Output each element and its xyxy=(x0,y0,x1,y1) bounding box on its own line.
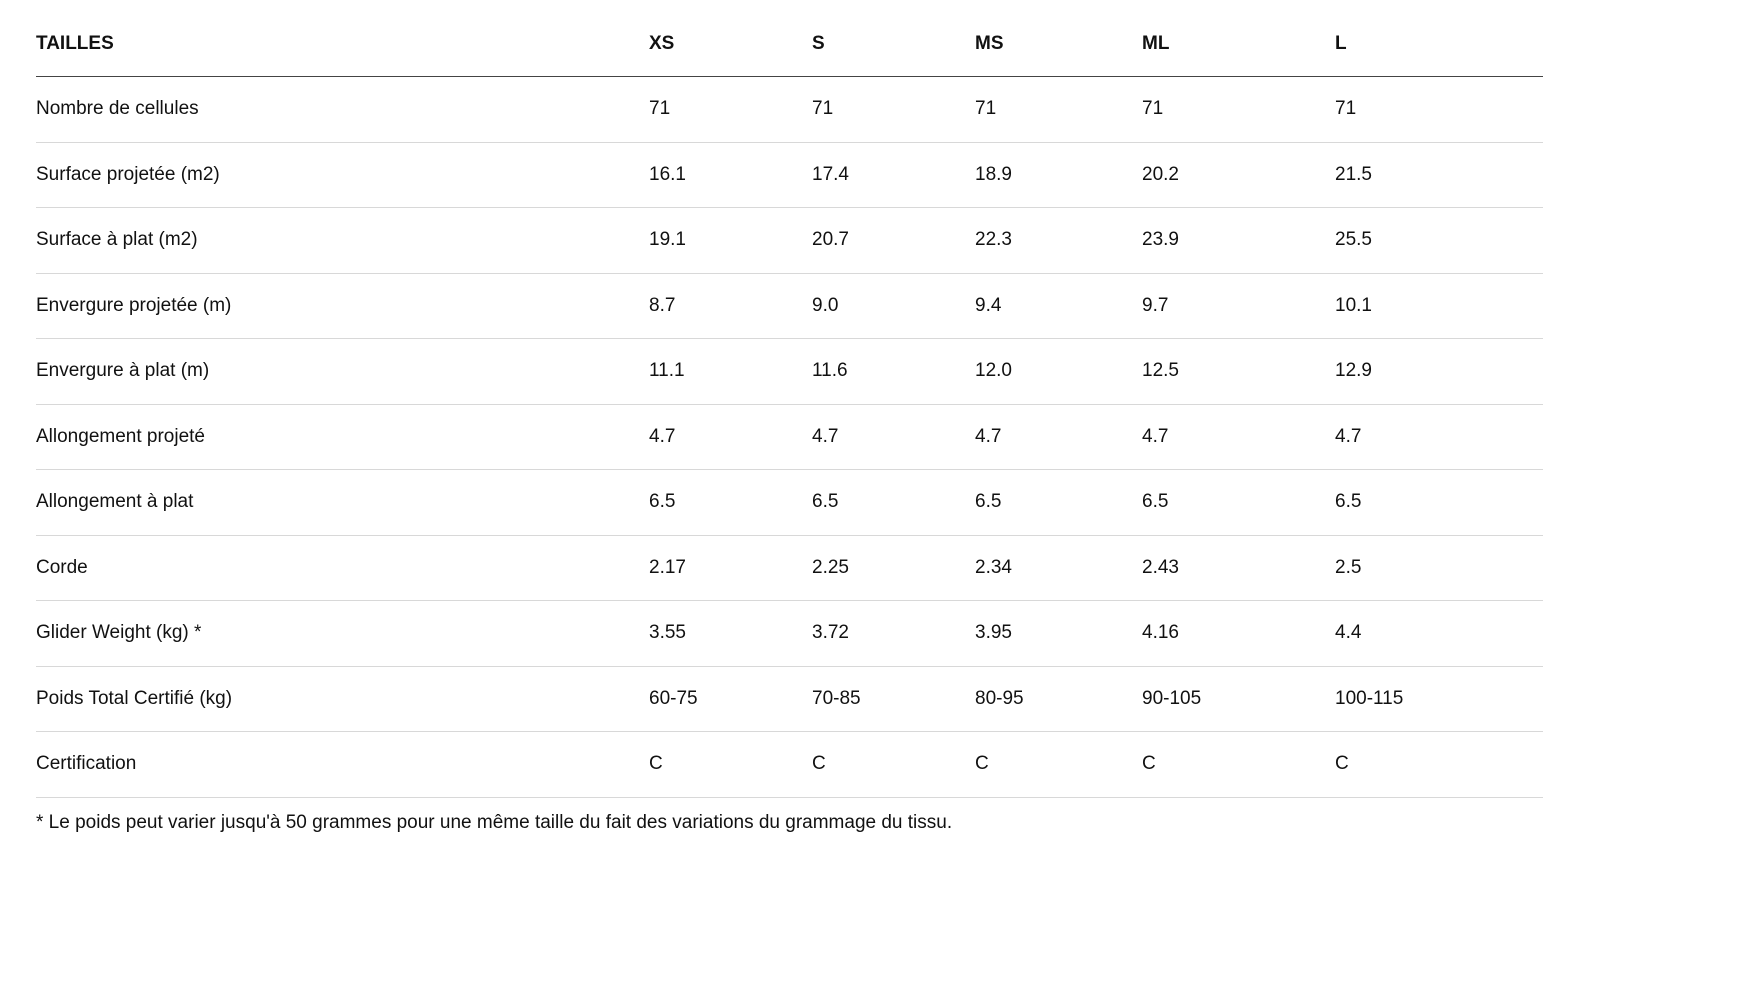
header-cell: TAILLES xyxy=(36,12,649,77)
value-cell: 2.43 xyxy=(1142,535,1335,601)
table-row: Nombre de cellules 71 71 71 71 71 xyxy=(36,76,1543,143)
label-cell: Certification xyxy=(36,731,649,798)
value-cell: 70-85 xyxy=(812,666,975,732)
value-cell: 4.7 xyxy=(1335,404,1543,470)
value-cell: 9.4 xyxy=(975,273,1142,339)
value-cell: 2.17 xyxy=(649,535,812,601)
value-cell: 71 xyxy=(975,76,1142,143)
table-row: Surface projetée (m2) 16.1 17.4 18.9 20.2 21.… xyxy=(36,142,1543,208)
value-cell: 2.25 xyxy=(812,535,975,601)
value-cell: 6.5 xyxy=(1142,469,1335,536)
value-cell: 71 xyxy=(1142,76,1335,143)
value-cell: 2.34 xyxy=(975,535,1142,601)
value-cell: C xyxy=(975,731,1142,798)
table-row: Certification C C C C C xyxy=(36,731,1543,798)
value-cell: 60-75 xyxy=(649,666,812,732)
value-cell: 100-115 xyxy=(1335,666,1543,732)
value-cell: 4.4 xyxy=(1335,600,1543,667)
value-cell: 25.5 xyxy=(1335,207,1543,274)
value-cell: 21.5 xyxy=(1335,142,1543,208)
table-row: Envergure à plat (m) 11.1 11.6 12.0 12.5 12.9 xyxy=(36,338,1543,405)
label-cell: Allongement à plat xyxy=(36,469,649,536)
value-cell: 17.4 xyxy=(812,142,975,208)
value-cell: 20.7 xyxy=(812,207,975,274)
label-cell: Envergure projetée (m) xyxy=(36,273,649,339)
table-row: Corde 2.17 2.25 2.34 2.43 2.5 xyxy=(36,535,1543,601)
value-cell: 3.55 xyxy=(649,600,812,667)
value-cell: C xyxy=(812,731,975,798)
header-cell: ML xyxy=(1142,12,1335,77)
header-cell: XS xyxy=(649,12,812,77)
label-cell: Allongement projeté xyxy=(36,404,649,470)
value-cell: C xyxy=(649,731,812,798)
value-cell: 3.72 xyxy=(812,600,975,667)
header-cell: MS xyxy=(975,12,1142,77)
value-cell: 23.9 xyxy=(1142,207,1335,274)
value-cell: 80-95 xyxy=(975,666,1142,732)
label-cell: Corde xyxy=(36,535,649,601)
value-cell: 22.3 xyxy=(975,207,1142,274)
value-cell: 4.7 xyxy=(975,404,1142,470)
value-cell: 2.5 xyxy=(1335,535,1543,601)
value-cell: 6.5 xyxy=(812,469,975,536)
value-cell: 10.1 xyxy=(1335,273,1543,339)
table-row: Envergure projetée (m) 8.7 9.0 9.4 9.7 10.1 xyxy=(36,273,1543,339)
header-row: TAILLES XS S MS ML L xyxy=(36,12,1543,77)
value-cell: 12.5 xyxy=(1142,338,1335,405)
value-cell: 71 xyxy=(812,76,975,143)
label-cell: Nombre de cellules xyxy=(36,76,649,143)
value-cell: 11.1 xyxy=(649,338,812,405)
value-cell: 4.7 xyxy=(1142,404,1335,470)
table-body: Nombre de cellules 71 71 71 71 71 Surface proj… xyxy=(36,76,1543,798)
value-cell: 9.0 xyxy=(812,273,975,339)
value-cell: 3.95 xyxy=(975,600,1142,667)
value-cell: 4.7 xyxy=(812,404,975,470)
value-cell: 18.9 xyxy=(975,142,1142,208)
table-row: Surface à plat (m2) 19.1 20.7 22.3 23.9 25.5 xyxy=(36,207,1543,274)
value-cell: 6.5 xyxy=(649,469,812,536)
size-table: TAILLES XS S MS ML L Nombre de cellules 71 71 71… xyxy=(36,12,1543,798)
value-cell: 4.7 xyxy=(649,404,812,470)
value-cell: 90-105 xyxy=(1142,666,1335,732)
value-cell: 71 xyxy=(1335,76,1543,143)
value-cell: 71 xyxy=(649,76,812,143)
table-row: Poids Total Certifié (kg) 60-75 70-85 80-95… xyxy=(36,666,1543,732)
value-cell: 20.2 xyxy=(1142,142,1335,208)
table-row: Glider Weight (kg) * 3.55 3.72 3.95 4.16 4.4 xyxy=(36,600,1543,667)
label-cell: Surface projetée (m2) xyxy=(36,142,649,208)
value-cell: 12.9 xyxy=(1335,338,1543,405)
value-cell: C xyxy=(1142,731,1335,798)
value-cell: 8.7 xyxy=(649,273,812,339)
value-cell: 16.1 xyxy=(649,142,812,208)
value-cell: 12.0 xyxy=(975,338,1142,405)
value-cell: 19.1 xyxy=(649,207,812,274)
header-cell: S xyxy=(812,12,975,77)
label-cell: Glider Weight (kg) * xyxy=(36,600,649,667)
value-cell: 6.5 xyxy=(1335,469,1543,536)
value-cell: C xyxy=(1335,731,1543,798)
value-cell: 6.5 xyxy=(975,469,1142,536)
value-cell: 4.16 xyxy=(1142,600,1335,667)
value-cell: 11.6 xyxy=(812,338,975,405)
table-row: Allongement à plat 6.5 6.5 6.5 6.5 6.5 xyxy=(36,469,1543,536)
footnote: * Le poids peut varier jusqu'à 50 gramme… xyxy=(36,812,953,833)
value-cell: 9.7 xyxy=(1142,273,1335,339)
label-cell: Poids Total Certifié (kg) xyxy=(36,666,649,732)
table-row: Allongement projeté 4.7 4.7 4.7 4.7 4.7 xyxy=(36,404,1543,470)
label-cell: Surface à plat (m2) xyxy=(36,207,649,274)
label-cell: Envergure à plat (m) xyxy=(36,338,649,405)
header-cell: L xyxy=(1335,12,1543,77)
